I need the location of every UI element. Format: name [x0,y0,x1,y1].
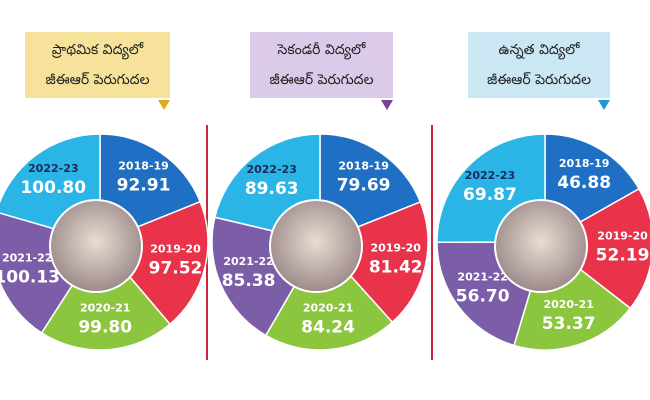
slice-value: 100.80 [20,178,86,198]
title-marker [158,100,170,110]
chart-title: జీఈఆర్ పెరుగుదల [270,72,374,88]
slice-value: 85.38 [222,271,276,291]
slice-value: 81.42 [369,258,423,278]
photo [494,199,588,293]
slice-category: 2018-19 [559,157,610,170]
slice-category: 2018-19 [118,160,169,173]
slice-category: 2021-22 [2,251,53,264]
title-box [468,32,610,98]
slice-value: 100.13 [0,267,60,287]
slice-value: 92.91 [117,176,171,196]
slice-category: 2022-23 [246,163,297,176]
slice-category: 2021-22 [457,271,508,284]
slice-value: 53.37 [542,314,596,334]
chart-title: సెకండరీ విద్యలో [277,42,367,60]
pie-slice [543,187,650,310]
photo [49,199,143,293]
pie-slice [264,240,394,351]
titles: ప్రాథమిక విద్యలో జీఈఆర్ పెరుగుదల సెకండరీ వ… [25,32,610,110]
title-marker [381,100,393,110]
slice-category: 2019-20 [370,242,421,255]
chart-title: ఉన్నత విద్యలో [498,42,581,60]
slice-category: 2021-22 [223,255,274,268]
title-box [250,32,393,98]
photo [269,199,363,293]
chart-title: ప్రాథమిక విద్యలో [52,42,145,60]
title-marker [598,100,610,110]
slice-value: 79.69 [337,176,391,196]
slice-category: 2022-23 [28,162,79,175]
slice-category: 2020-21 [303,301,354,314]
slice-value: 69.87 [463,185,517,205]
slice-value: 99.80 [78,318,132,338]
slice-category: 2022-23 [465,169,516,182]
slice-value: 56.70 [456,287,510,307]
slice-value: 84.24 [301,317,355,337]
chart-title: జీఈఆర్ పెరుగుదల [46,72,150,88]
title-box [25,32,170,98]
slice-value: 52.19 [596,246,650,266]
charts: 2018-19 92.91 2019-20 97.52 2020-21 99.80 2021… [0,133,650,351]
slice-value: 97.52 [149,259,203,279]
pie-slice [40,240,172,351]
slice-value: 46.88 [557,173,611,193]
slice-category: 2018-19 [338,160,389,173]
slice-category: 2020-21 [543,298,594,311]
slice-category: 2019-20 [597,230,648,243]
slice-category: 2019-20 [150,243,201,256]
slice-category: 2020-21 [80,302,131,315]
chart-title: జీఈఆర్ పెరుగుదల [487,72,591,88]
slice-value: 89.63 [245,179,299,199]
